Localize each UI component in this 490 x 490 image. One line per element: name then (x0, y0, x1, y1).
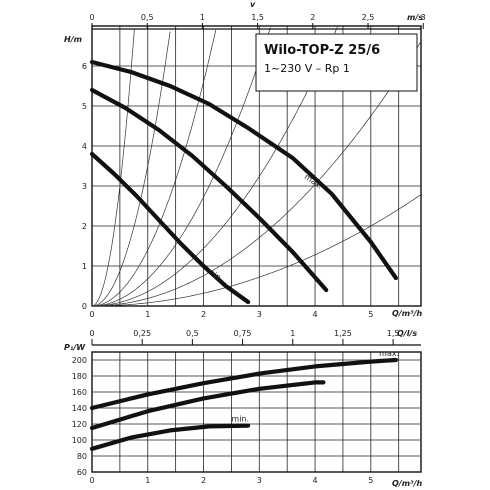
head-axis-label: H/m (64, 35, 82, 44)
system-curves (91, 27, 422, 307)
x2-tick-label: 1 (290, 329, 295, 338)
plot-frame (91, 351, 422, 473)
flow-axis-label-bottom: Q/m³/h (392, 479, 422, 488)
y-tick-label: 4 (82, 142, 87, 151)
x2-tick-label: 0,75 (234, 329, 252, 338)
system-curve (92, 27, 271, 307)
y-tick-label: 140 (72, 404, 87, 413)
series-line (89, 87, 329, 293)
series-line (89, 151, 251, 305)
x2-tick-label: 1,5 (387, 329, 400, 338)
power-tick-labels: 60 80 100 120 140 160 180 200 0 1 2 3 4 5 0 0,25 0,5 0,75… (72, 329, 421, 485)
series-line (89, 59, 398, 281)
y-tick-label: 200 (72, 356, 87, 365)
head-grid (91, 25, 422, 307)
x-tick-label: 3 (257, 476, 262, 485)
power-axis-label: P₁/W (64, 343, 86, 352)
x-tick-label: 1 (145, 476, 150, 485)
x2-tick-label: 0,25 (133, 329, 151, 338)
x2-tick-label: 0 (89, 13, 94, 22)
title-box (255, 33, 418, 92)
y-tick-label: 1 (82, 262, 87, 271)
velocity-axis-label: m/s (407, 13, 423, 22)
series-line (89, 423, 251, 451)
x-tick-label: 0 (89, 310, 94, 319)
x2-tick-label: 1,5 (251, 13, 264, 22)
y-tick-label: 2 (82, 222, 87, 231)
y-tick-label: 160 (72, 388, 87, 397)
series-label: max. (303, 172, 325, 191)
plot-frame (91, 25, 422, 307)
flow-lps-axis-label: Q/l/s (397, 329, 417, 338)
series-label: min. (231, 415, 249, 424)
series-line (89, 357, 398, 411)
y-tick-label: 180 (72, 372, 87, 381)
flow-axis-label-top: Q/m³/h (392, 309, 422, 318)
system-curve (92, 41, 422, 307)
x-tick-label: 2 (201, 476, 206, 485)
x2-tick-label: 1,25 (334, 329, 352, 338)
velocity-axis-symbol: v (250, 0, 256, 9)
series-label: max. (379, 349, 399, 358)
series-line (89, 380, 326, 431)
system-curve (91, 31, 171, 307)
power-series: max. min. (89, 349, 399, 451)
x-tick-label: 3 (257, 310, 262, 319)
x-tick-label: 4 (313, 476, 318, 485)
x-tick-label: 2 (201, 310, 206, 319)
x-tick-label: 1 (145, 310, 150, 319)
x2-tick-label: 1 (200, 13, 205, 22)
y-tick-label: 60 (77, 468, 87, 477)
x2-tick-label: 3 (421, 13, 426, 22)
y-tick-label: 100 (72, 436, 87, 445)
chart-subtitle: 1~230 V – Rp 1 (264, 62, 350, 75)
x2-tick-label: 2,5 (362, 13, 375, 22)
chart-title: Wilo-TOP-Z 25/6 (264, 43, 380, 58)
y-tick-label: 6 (82, 62, 87, 71)
x2-tick-label: 0,5 (141, 13, 154, 22)
x-tick-label: 5 (368, 310, 373, 319)
x-tick-label: 4 (313, 310, 318, 319)
system-curve (92, 194, 422, 307)
system-curve (91, 28, 135, 307)
x2-tick-label: 0,5 (186, 329, 199, 338)
head-series: max.min. (89, 59, 398, 305)
y-tick-label: 5 (82, 102, 87, 111)
x-tick-label: 5 (368, 476, 373, 485)
y-tick-label: 80 (77, 452, 87, 461)
head-tick-labels: 0 1 2 3 4 5 6 0 1 2 3 4 5 0 0,5 1 1,5 2 2,5 3 (82, 13, 426, 319)
y-tick-label: 0 (82, 302, 87, 311)
x-tick-label: 0 (89, 476, 94, 485)
y-tick-label: 3 (82, 182, 87, 191)
x2-tick-label: 2 (310, 13, 315, 22)
x2-tick-label: 0 (89, 329, 94, 338)
y-tick-label: 120 (72, 420, 87, 429)
system-curve (92, 29, 217, 307)
system-curve (92, 27, 338, 307)
